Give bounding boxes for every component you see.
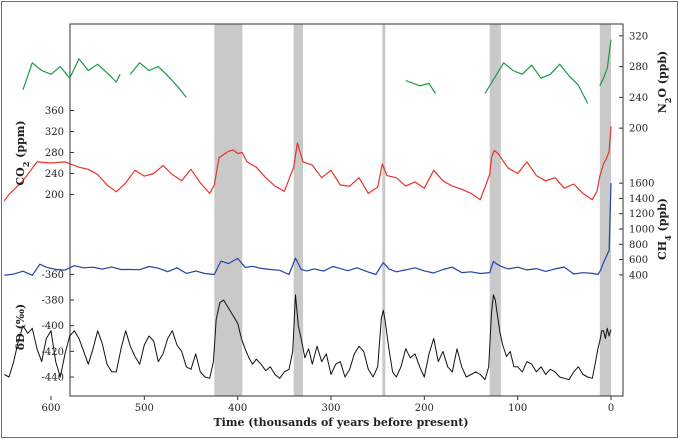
dd-line-0 <box>4 294 612 381</box>
interglacial-band-0 <box>214 24 243 396</box>
n2o-axis-label: N2O (ppb) <box>656 51 673 114</box>
n2o-line-0 <box>22 58 121 90</box>
n2o-line-1 <box>129 62 187 98</box>
x-tick-label-6: 0 <box>608 403 614 414</box>
co2-line-0 <box>3 126 612 202</box>
interglacial-band-1 <box>293 24 303 396</box>
x-axis-label: Time (thousands of years before present) <box>213 416 468 429</box>
interglacial-bands <box>214 24 611 396</box>
x-tick-label-0: 600 <box>41 403 60 414</box>
n2o-line-2 <box>405 79 437 94</box>
axes-layer: 200 240 280 320 N2O (ppb) 200 240 280 320 360 CO2 … <box>14 31 673 414</box>
interglacial-band-2 <box>382 24 386 396</box>
x-tick-label-4: 200 <box>415 403 434 414</box>
x-tick-label-5: 100 <box>508 403 527 414</box>
dd-tick-label-0: -360 <box>42 270 64 281</box>
co2-tick-label-1: 240 <box>45 169 64 180</box>
ch4-axis-label: CH4 (ppb) <box>656 198 673 260</box>
ch4-tick-label-6: 1600 <box>629 179 654 190</box>
co2-tick-label-0: 200 <box>45 190 64 201</box>
n2o-tick-label-0: 200 <box>629 124 648 135</box>
ch4-tick-label-2: 800 <box>629 240 648 251</box>
dd-tick-label-1: -380 <box>42 296 64 307</box>
dd-tick-label-3: -420 <box>42 347 64 358</box>
x-tick-label-3: 300 <box>321 403 340 414</box>
dd-tick-label-4: -440 <box>42 373 64 384</box>
ch4-tick-label-0: 400 <box>629 270 648 281</box>
n2o-line-3 <box>484 62 589 104</box>
ch4-tick-label-1: 600 <box>629 255 648 266</box>
interglacial-band-3 <box>489 24 501 396</box>
interglacial-band-4 <box>599 24 611 396</box>
co2-axis-label: CO2 (ppm) <box>14 120 31 185</box>
series-layer <box>3 39 612 381</box>
dd-tick-label-2: -400 <box>42 321 64 332</box>
n2o-tick-label-3: 320 <box>629 31 648 42</box>
ch4-tick-label-3: 1000 <box>629 225 654 236</box>
n2o-tick-label-1: 240 <box>629 93 648 104</box>
ch4-tick-label-4: 1200 <box>629 209 654 220</box>
n2o-tick-label-2: 280 <box>629 62 648 73</box>
co2-tick-label-4: 360 <box>45 106 64 117</box>
n2o-line-4 <box>599 39 612 87</box>
x-tick-label-1: 500 <box>135 403 154 414</box>
ch4-tick-label-5: 1400 <box>629 194 654 205</box>
x-tick-label-2: 400 <box>228 403 247 414</box>
co2-tick-label-2: 280 <box>45 148 64 159</box>
dd-axis-label: δD (‰) <box>14 304 27 350</box>
ch4-line-0 <box>4 183 612 276</box>
co2-tick-label-3: 320 <box>45 127 64 138</box>
